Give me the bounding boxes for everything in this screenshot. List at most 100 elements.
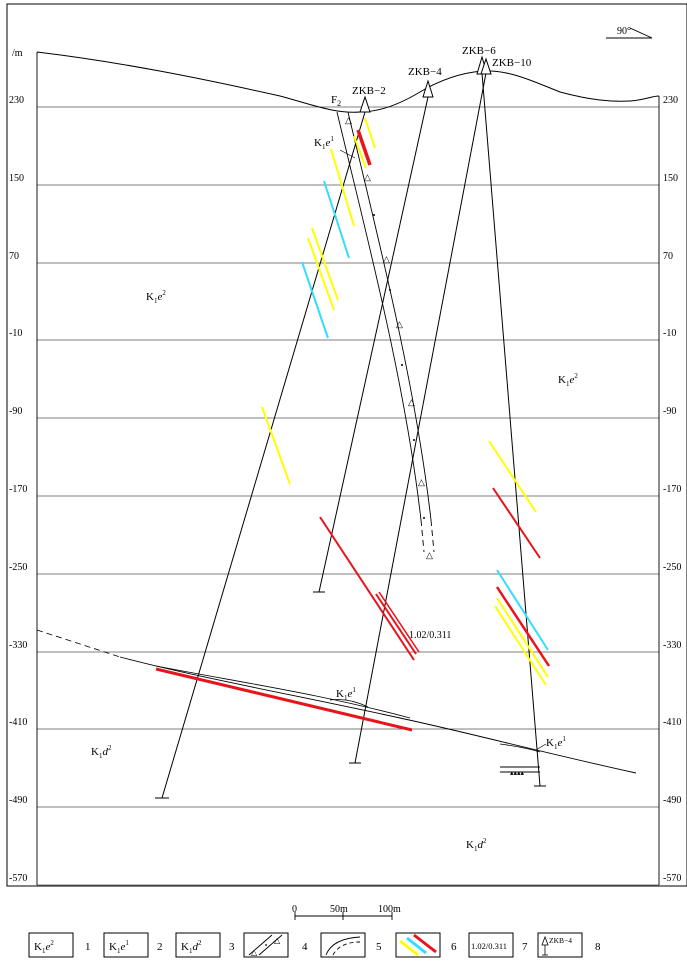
legend: K1e2 1 K1e1 2 K1d2 3 △ △ 4 5	[28, 932, 601, 958]
svg-text:△: △	[251, 948, 258, 957]
borehole-traces	[155, 55, 546, 799]
orebody-yellow	[307, 237, 335, 311]
elevation-unit: /m	[12, 48, 23, 59]
elevation-label-right: -10	[663, 328, 676, 339]
elevation-label-right: -410	[663, 717, 681, 728]
scale-tick-label: 100m	[378, 904, 401, 915]
formation-label-k1d2: K1d2	[466, 837, 487, 853]
fault-dot	[373, 214, 375, 216]
orebody-red	[319, 516, 415, 661]
elevation-label-left: 150	[9, 173, 24, 184]
fault-triangle-mark: △	[418, 477, 425, 487]
elevation-label-right: -250	[663, 562, 681, 573]
borehole-zkb10-trace	[354, 72, 487, 764]
orebody-cyan	[323, 180, 350, 259]
borehole-zkb4-collar	[422, 79, 434, 98]
fault-triangle-mark: △	[396, 319, 403, 329]
orebody-colors-icon	[399, 933, 437, 957]
scale-tick-label: 0	[292, 904, 297, 915]
orebody-red	[495, 586, 551, 667]
legend-number: 3	[229, 941, 235, 953]
azimuth-indicator: 90°	[606, 26, 653, 39]
formation-label-k1e2: K1e2	[146, 289, 166, 305]
elevation-label-left: -490	[9, 795, 27, 806]
elevation-label-right: -490	[663, 795, 681, 806]
fault-label: F2	[331, 94, 341, 108]
inferred-contact-line	[36, 629, 121, 658]
orebody-cyan	[496, 569, 549, 651]
fault-f2-zone: △ △ △ △ △ △ △	[336, 111, 435, 560]
borehole-label-zkb10: ZKB−10	[492, 57, 532, 69]
orebody-yellow	[496, 597, 549, 678]
orebody-yellow	[488, 440, 537, 513]
scale-bar: 0 50m 100m	[292, 904, 401, 920]
elevation-label-left: -170	[9, 484, 27, 495]
fault-boundary-dashed	[430, 519, 435, 553]
elevation-label-left: -570	[9, 873, 27, 884]
fault-zone-icon: △ △	[248, 934, 283, 957]
elevation-label-right: 70	[663, 251, 673, 262]
elevation-label-right: -330	[663, 640, 681, 651]
legend-number: 4	[302, 941, 308, 953]
contact-boundary-icon	[325, 936, 361, 956]
fault-dot	[389, 289, 391, 291]
borehole-zkb10-collar	[480, 57, 492, 75]
legend-number: 1	[85, 941, 91, 953]
diagram-labels: F2 ZKB−2 ZKB−4 ZKB−6 ZKB−10 K1e2 K1e2 K1…	[91, 45, 578, 853]
legend-number: 6	[451, 941, 457, 953]
elevation-label-left: -250	[9, 562, 27, 573]
fault-triangle-mark: △	[345, 115, 352, 125]
borehole-symbol-icon	[541, 935, 549, 956]
fault-triangle-mark: △	[426, 550, 433, 560]
orebody-red	[378, 591, 420, 653]
legend-label-k1e2: K1e2	[34, 939, 54, 955]
orebody-yellow	[311, 227, 339, 301]
borehole-zkb2-trace	[161, 111, 366, 799]
elevation-label-left: -410	[9, 717, 27, 728]
fault-boundary	[336, 111, 422, 521]
elevation-label-right: 230	[663, 95, 678, 106]
orebody-red	[356, 129, 372, 166]
formation-label-k1e1: K1e1	[314, 135, 334, 151]
formation-label-k1d2: K1d2	[91, 744, 112, 760]
contact-boundary	[119, 656, 637, 774]
fault-triangle-mark: △	[408, 397, 415, 407]
orebody-yellow	[494, 605, 547, 686]
legend-box-k1e1	[103, 932, 149, 958]
scale-tick-label: 50m	[330, 904, 348, 915]
borehole-label-zkb4: ZKB−4	[408, 66, 442, 78]
legend-box-grade	[468, 932, 514, 958]
legend-number: 5	[376, 941, 382, 953]
fault-boundary-dashed	[420, 519, 425, 553]
topographic-surface	[36, 51, 660, 113]
borehole-label-zkb2: ZKB−2	[352, 85, 386, 97]
azimuth-label: 90°	[617, 26, 631, 37]
elevation-label-left: 70	[9, 251, 19, 262]
legend-number: 2	[157, 941, 163, 953]
orebody-yellow	[353, 135, 367, 169]
legend-number: 8	[595, 941, 601, 953]
elevation-label-right: 150	[663, 173, 678, 184]
legend-borehole-text: ZKB−4	[549, 936, 572, 945]
elevation-label-left: -90	[9, 406, 22, 417]
map-frame	[6, 3, 687, 887]
legend-box-k1e2	[28, 932, 74, 958]
fault-triangle-mark: △	[383, 254, 390, 264]
legend-box-k1d2	[175, 932, 221, 958]
orebody-cyan	[301, 261, 329, 339]
formation-label-k1e1: K1e1	[546, 735, 566, 751]
legend-label-k1d2: K1d2	[181, 939, 202, 955]
label-leader-line	[339, 149, 356, 159]
borehole-zkb4-trace	[318, 96, 429, 593]
fault-triangle-mark: △	[364, 172, 371, 182]
elevation-grid	[36, 52, 660, 886]
svg-text:△: △	[274, 936, 281, 945]
elevation-label-left: 230	[9, 95, 24, 106]
fault-dot	[413, 439, 415, 441]
orebodies	[155, 117, 551, 732]
orebody-red	[492, 487, 541, 559]
elevation-label-right: -570	[663, 873, 681, 884]
label-leader-line	[535, 743, 547, 751]
elevation-label-right: -170	[663, 484, 681, 495]
